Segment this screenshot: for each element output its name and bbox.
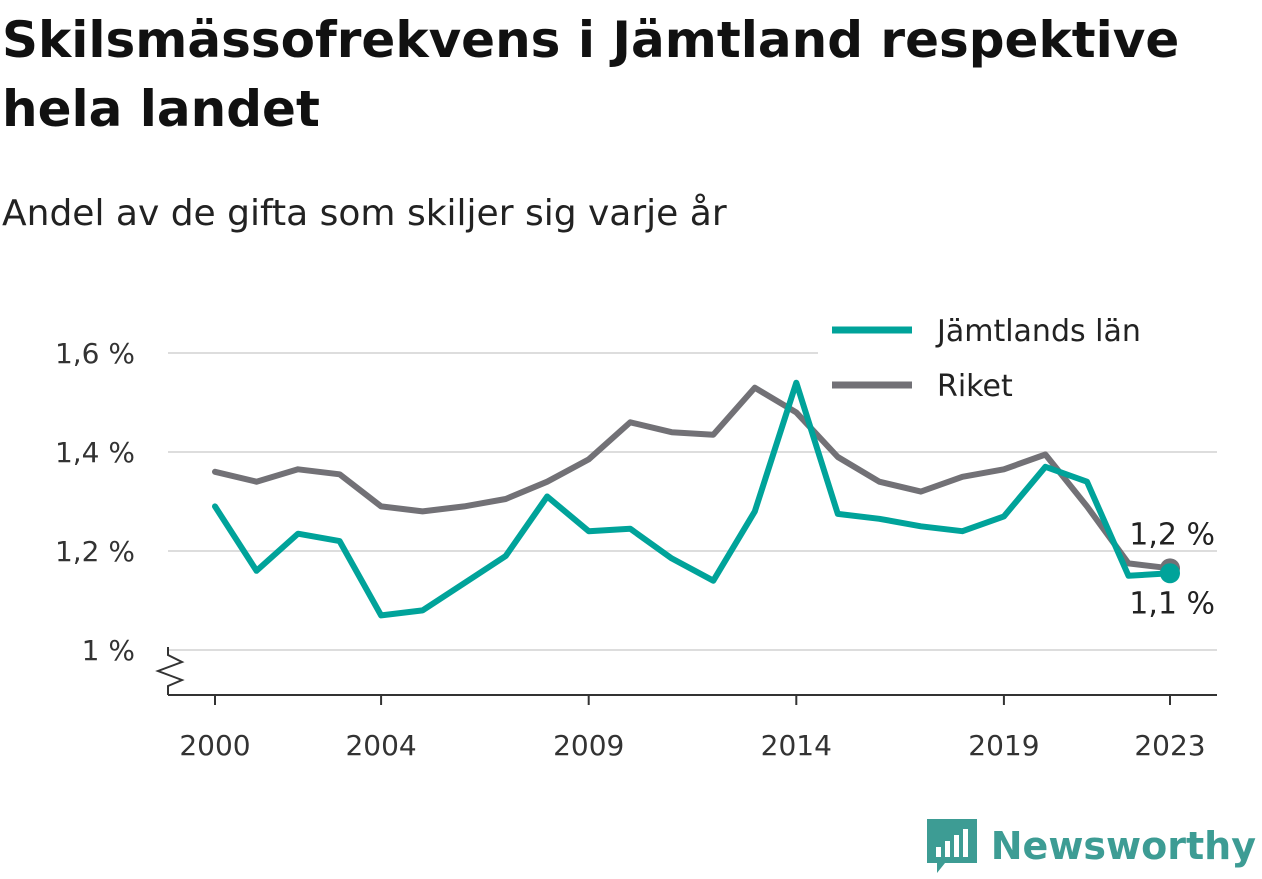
x-tick-label: 2014 (761, 729, 832, 762)
legend-label: Riket (937, 369, 1013, 404)
legend-label: Jämtlands län (935, 314, 1141, 349)
legend: Jämtlands län Riket (818, 303, 1218, 415)
x-tick-label: 2019 (968, 729, 1039, 762)
x-tick-label: 2009 (553, 729, 624, 762)
y-tick-label: 1,6 % (55, 337, 135, 370)
labels: 1,2 % 1,1 % (1129, 517, 1215, 621)
series-line (212, 384, 1173, 572)
x-tick-label: 2004 (345, 729, 416, 762)
x-tick-label: 2023 (1134, 729, 1205, 762)
end-label-jamtland: 1,1 % (1129, 586, 1215, 621)
chart-subtitle: Andel av de gifta som skiljer sig varje … (2, 193, 727, 234)
axes: 1 % 1,2 % 1,4 % 1,6 % 2000 2004 2009 2014 2019 20… (55, 337, 1217, 762)
newsworthy-logo-icon (926, 819, 977, 873)
end-label-riket: 1,2 % (1129, 517, 1215, 552)
y-tick-label: 1 % (82, 634, 135, 667)
y-tick-label: 1,2 % (55, 535, 135, 568)
legend-background (818, 303, 1218, 415)
series-end-point (1160, 563, 1180, 584)
y-axis-break (155, 647, 185, 695)
x-tick-label: 2000 (179, 729, 250, 762)
chart-title: Skilsmässofrekvens i Jämtland respektive… (2, 11, 1180, 138)
brand-logo: Newsworthy (926, 819, 1256, 873)
line-chart: 1 % 1,2 % 1,4 % 1,6 % 2000 2004 2009 2014 2019 20… (54, 303, 1218, 762)
brand-name: Newsworthy (990, 824, 1256, 868)
series-lines (212, 379, 1180, 619)
y-tick-label: 1,4 % (55, 436, 135, 469)
series-line (212, 379, 1173, 619)
